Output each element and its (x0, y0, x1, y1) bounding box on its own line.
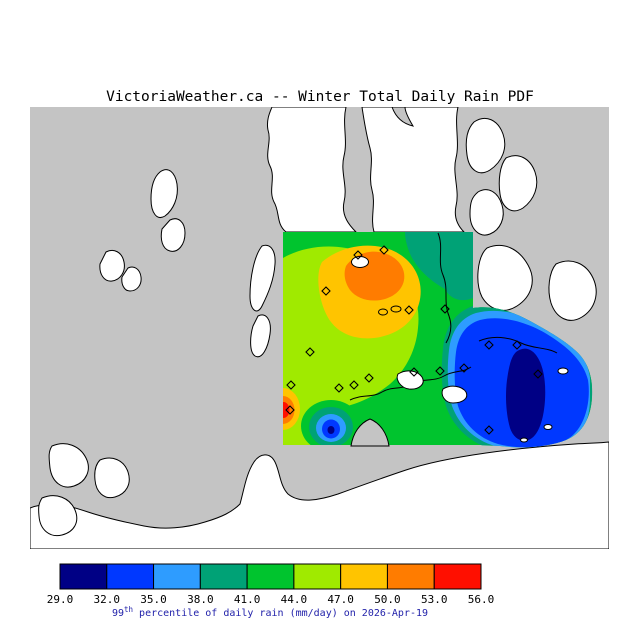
lake-outline (351, 256, 369, 268)
island-east-1 (477, 244, 533, 311)
colorbar-tick-label: 38.0 (187, 593, 214, 606)
coastline-strait-north (478, 336, 558, 354)
station-marker (404, 305, 414, 315)
island-southwest-1 (48, 443, 89, 488)
shore-strip-1 (249, 244, 276, 312)
station-marker (286, 380, 296, 390)
colorbar-segment (153, 563, 201, 590)
island-west-1 (150, 169, 178, 218)
colorbar-labels: 29.0 32.0 35.0 38.0 41.0 44.0 47.0 50.0 53.0 56.0 (47, 593, 495, 606)
bullseye-south-navy (327, 426, 335, 434)
station-marker (321, 286, 331, 296)
station-markers (285, 245, 543, 435)
inlet-notch (391, 107, 415, 127)
station-marker (334, 383, 344, 393)
figure-caption: 99th percentile of daily rain (mm/day) o… (112, 605, 428, 619)
station-marker (353, 250, 363, 260)
island-west-3 (99, 249, 125, 282)
colorbar-segment (199, 563, 248, 590)
station-marker (512, 340, 522, 350)
colorbar-tick-label: 53.0 (421, 593, 448, 606)
island-gulf-1 (465, 118, 506, 174)
station-marker (349, 380, 359, 390)
land-layer (30, 107, 609, 549)
station-marker (533, 369, 543, 379)
colorbar-tick-label: 32.0 (94, 593, 121, 606)
bullseye-west-yellow (283, 388, 300, 430)
islet-outline-1 (378, 308, 388, 316)
colorbar-segment (106, 563, 155, 590)
bullseye-west-red (283, 402, 290, 418)
colorbar-tick-label: 56.0 (468, 593, 495, 606)
island-southwest-2 (38, 495, 78, 537)
coast-detail-layer (349, 232, 569, 447)
island-gulf-3 (469, 189, 504, 236)
islet-strait-2 (543, 424, 553, 430)
colorbar-tick-label: 41.0 (234, 593, 261, 606)
colorbar-tick-label: 47.0 (327, 593, 354, 606)
station-marker (459, 363, 469, 373)
colorbar-frame (59, 563, 482, 590)
contour-navy-core (506, 348, 546, 441)
island-east-2 (548, 260, 597, 321)
station-marker (484, 425, 494, 435)
lagoon-notch (350, 418, 390, 447)
contour-teal-topright (405, 232, 473, 301)
station-marker (440, 304, 450, 314)
station-marker (484, 340, 494, 350)
station-marker (305, 347, 315, 357)
islet-strait-3 (520, 437, 528, 443)
harbour-2 (441, 385, 468, 404)
colorbar-segment (246, 563, 295, 590)
island-west-4 (121, 266, 142, 292)
shore-strip-2 (250, 314, 271, 358)
colorbar-segment (340, 563, 388, 590)
colorbar-tick-label: 35.0 (140, 593, 167, 606)
colorbar-segment (386, 563, 435, 590)
station-marker (409, 367, 419, 377)
colorbar-tick-label: 29.0 (47, 593, 74, 606)
caption-base: 99 (112, 608, 124, 619)
colorbar-tick-label: 50.0 (374, 593, 401, 606)
contour-field (283, 232, 593, 448)
bullseye-west-orange (283, 396, 295, 424)
colorbar-segment (293, 563, 342, 590)
land-olympic-peninsula (30, 441, 609, 549)
island-southwest-3 (94, 457, 130, 499)
island-west-2 (160, 218, 186, 252)
colorbar-segment (433, 563, 482, 590)
islet-strait-1 (557, 367, 569, 375)
island-gulf-2 (498, 155, 538, 212)
coastline-east-shore (437, 232, 452, 344)
islet-outline-2 (390, 305, 402, 313)
colorbar-tick-label: 44.0 (281, 593, 308, 606)
colorbar-segment (59, 563, 108, 590)
land-saanich-west (267, 107, 357, 233)
chart-title: VictoriaWeather.ca -- Winter Total Daily… (106, 89, 534, 105)
caption-superscript: th (124, 605, 133, 614)
station-marker (285, 405, 295, 415)
colorbar (59, 563, 482, 590)
station-marker (379, 245, 389, 255)
caption-rest: percentile of daily rain (mm/day) on 202… (133, 608, 428, 619)
station-marker (435, 366, 445, 376)
station-marker (364, 373, 374, 383)
